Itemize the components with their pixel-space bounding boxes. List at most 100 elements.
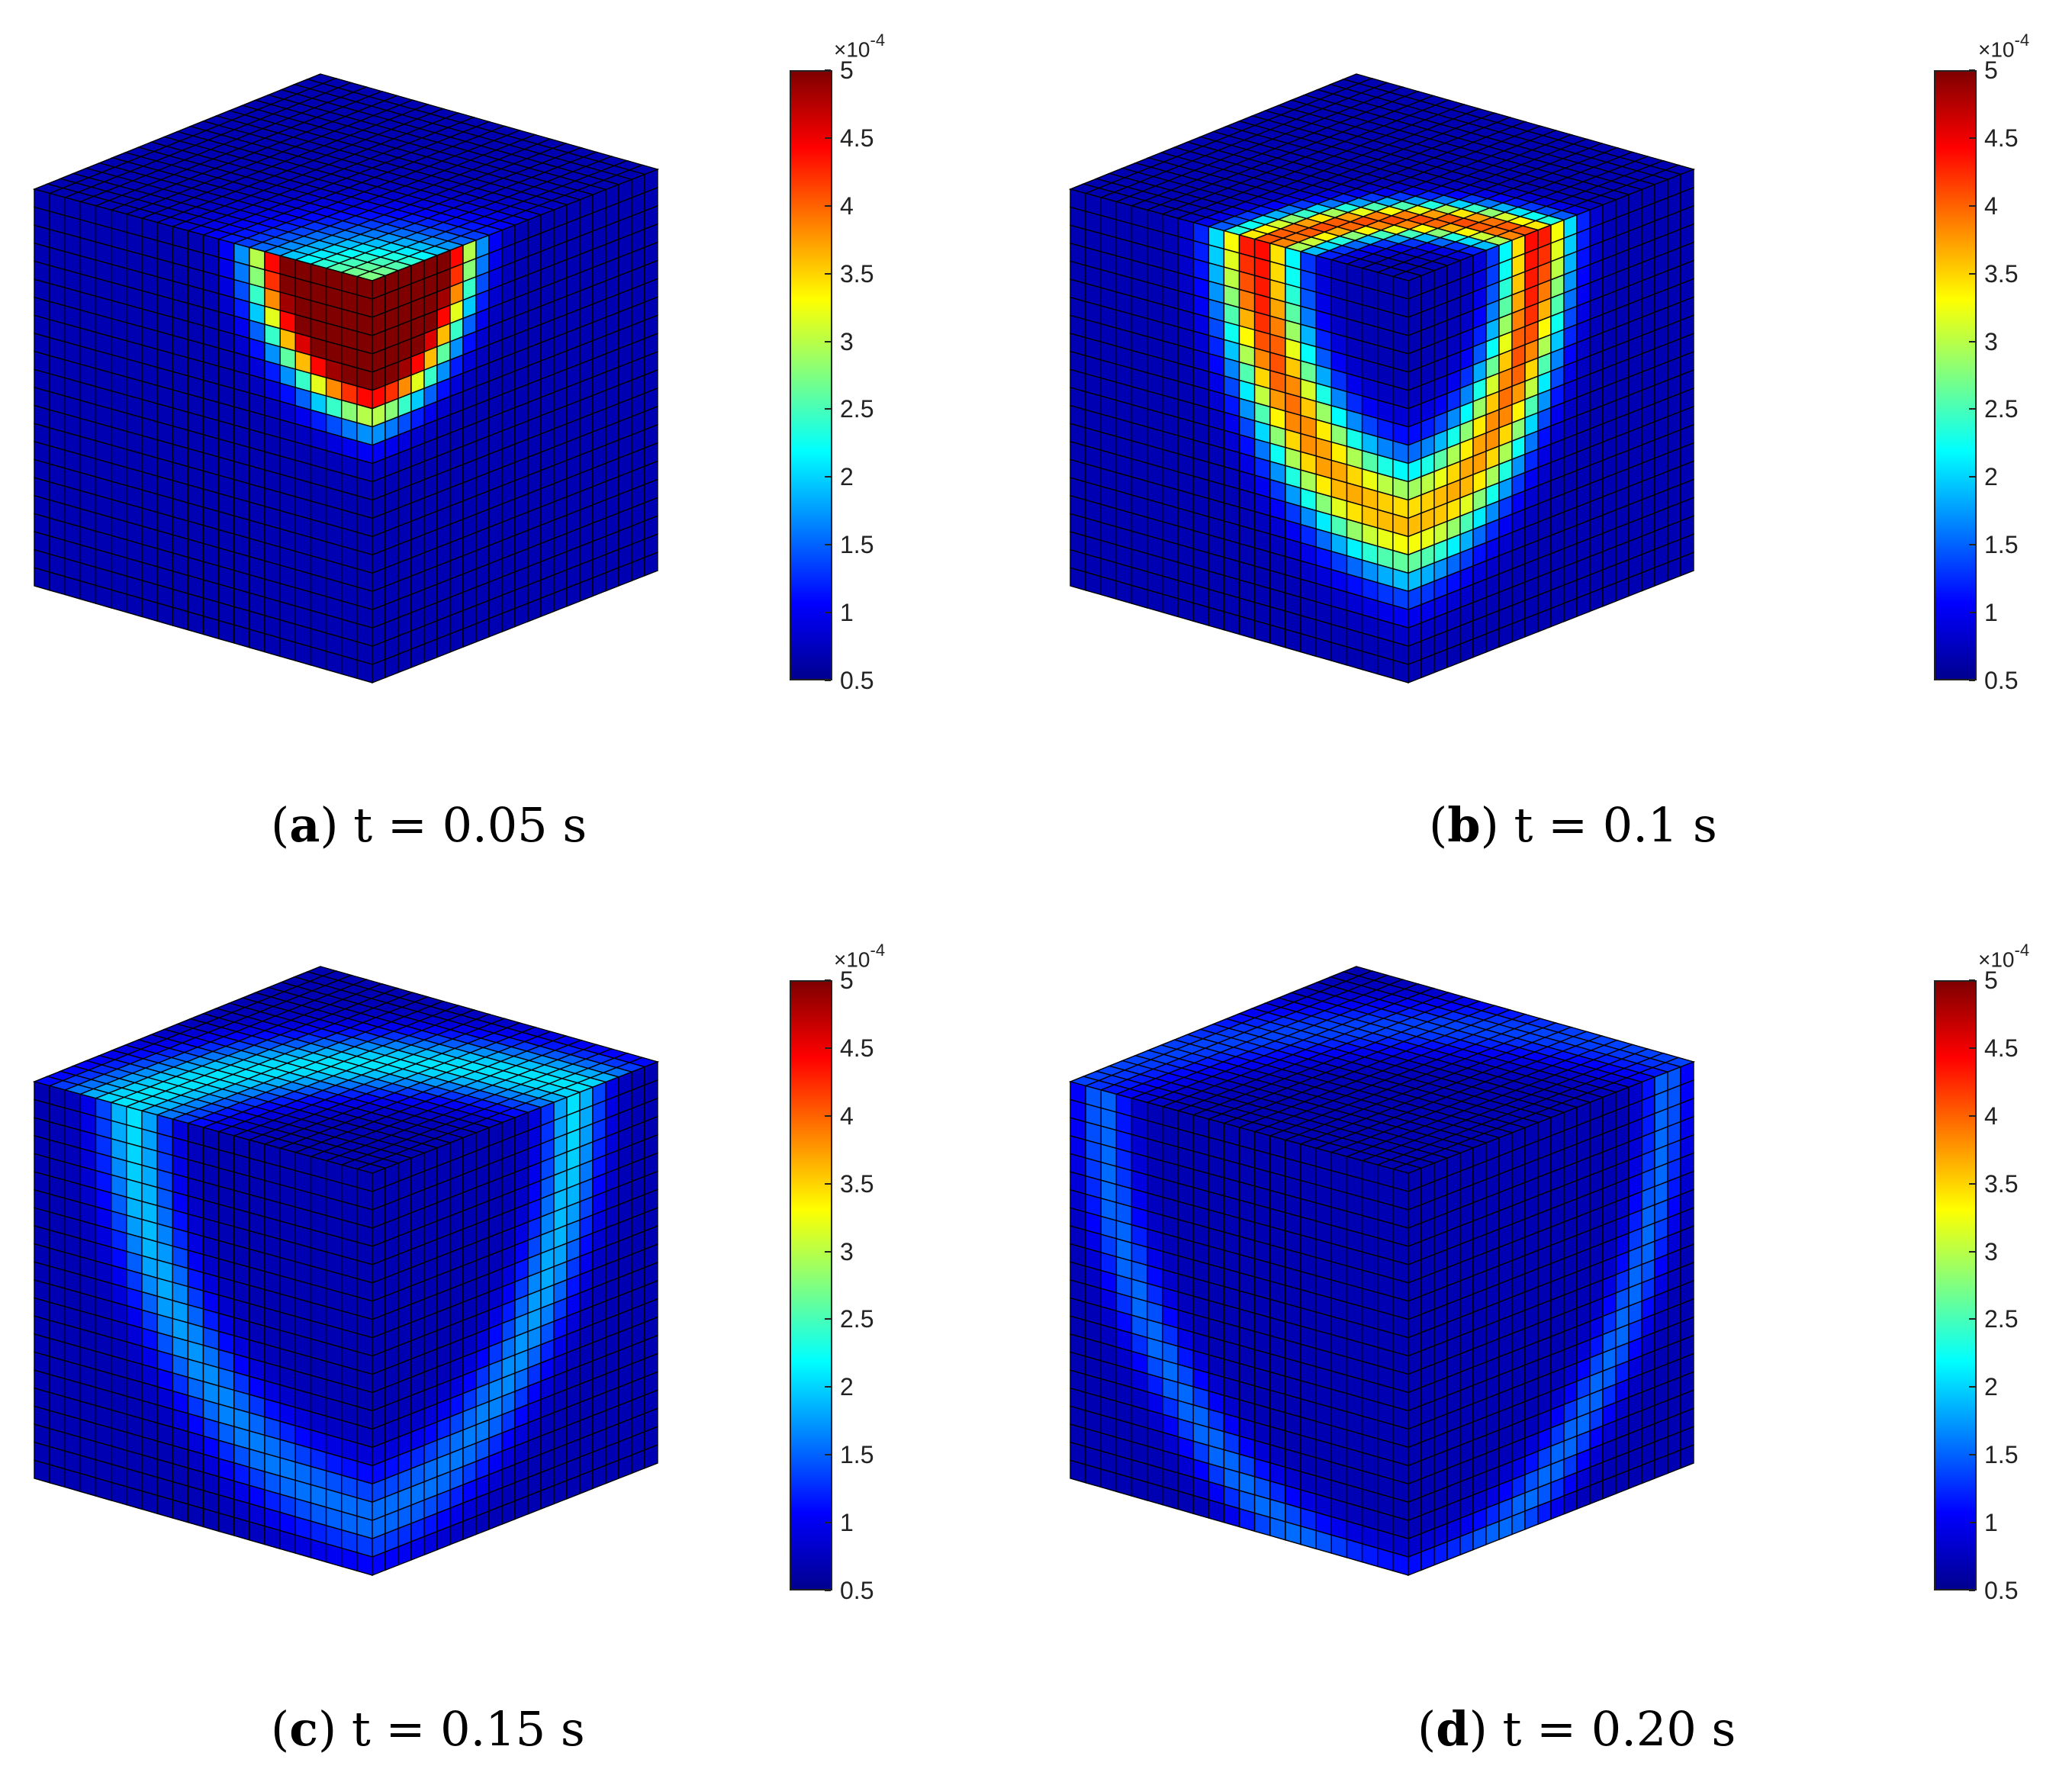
colorbar-tick-mark <box>825 1590 831 1591</box>
mesh-cell <box>202 1507 220 1533</box>
cube-plot-b <box>1068 73 1696 684</box>
colorbar-tick-label: 4 <box>840 191 854 220</box>
mesh-cell <box>126 593 143 618</box>
mesh-cell <box>95 1477 112 1501</box>
colorbar-tick-label: 1.5 <box>1984 531 2019 559</box>
colorbar-tick-mark <box>825 1114 831 1117</box>
colorbar-tick-label: 4.5 <box>840 1034 874 1062</box>
colorbar-tick-mark <box>1969 69 1975 71</box>
mesh-cell <box>644 552 658 577</box>
panel-b: ×10-4 5 4.5 4 3.5 3 2.5 2 1.5 1 0.5 (b) t = 0.1 s <box>1036 0 2072 892</box>
mesh-cell <box>1070 1459 1086 1484</box>
mesh-cell <box>1146 589 1163 613</box>
colorbar-tick-mark <box>825 979 831 981</box>
colorbar-tick-label: 1.5 <box>840 531 874 559</box>
cube-plot-d <box>1068 966 1696 1577</box>
colorbar-tick-mark <box>825 137 831 139</box>
colorbar-gradient <box>790 980 832 1590</box>
mesh-cell <box>279 637 296 662</box>
mesh-cell <box>356 659 373 683</box>
mesh-cell <box>1100 575 1118 600</box>
colorbar-tick-label: 1 <box>1984 599 1998 627</box>
colorbar-tick-label: 1 <box>840 1509 854 1537</box>
mesh-cell <box>264 632 281 658</box>
colorbar-tick-label: 4.5 <box>840 124 874 152</box>
mesh-cell <box>1680 552 1694 577</box>
panel-c: ×10-4 5 4.5 4 3.5 3 2.5 2 1.5 1 0.5 (c) t = 0.15 … <box>0 892 1036 1785</box>
caption-b: (b) t = 0.1 s <box>1429 797 1717 853</box>
cube-plot-a <box>32 73 660 684</box>
colorbar-tick-label: 3 <box>840 1237 854 1266</box>
colorbar-tick-label: 0.5 <box>840 1577 874 1604</box>
colorbar-tick-label: 1 <box>840 599 854 627</box>
mesh-cell <box>294 1534 312 1558</box>
mesh-cell <box>156 602 173 626</box>
mesh-cell <box>310 646 327 671</box>
colorbar-tick-label: 2 <box>840 463 854 491</box>
mesh-cell <box>172 1499 189 1523</box>
mesh-cell <box>217 619 235 644</box>
mesh-cell <box>110 589 127 613</box>
mesh-cell <box>1192 602 1209 626</box>
mesh-cell <box>325 650 343 675</box>
mesh-cell <box>1253 619 1271 644</box>
mesh-cell <box>279 1529 296 1555</box>
colorbar-tick-label: 1.5 <box>840 1441 874 1469</box>
mesh-cell <box>187 1503 204 1528</box>
colorbar-tick-label: 4.5 <box>1984 124 2019 152</box>
mesh-cell <box>233 1516 250 1541</box>
mesh-cell <box>187 610 204 635</box>
mesh-cell <box>1070 567 1086 591</box>
colorbar-tick-mark <box>1969 680 1975 681</box>
mesh-cell <box>356 1552 373 1576</box>
cube-face-right <box>1408 168 1694 684</box>
colorbar-tick-label: 3.5 <box>840 259 874 288</box>
mesh-cell <box>49 1464 66 1488</box>
colorbar-tick-mark <box>825 1047 831 1049</box>
mesh-cell <box>1085 1464 1102 1488</box>
colorbar-tick-mark <box>1969 204 1975 207</box>
mesh-cell <box>325 1542 343 1568</box>
mesh-cell <box>1162 593 1179 618</box>
mesh-cell <box>1315 637 1332 662</box>
mesh-cell <box>141 1490 158 1515</box>
colorbar-tick-mark <box>825 612 831 614</box>
colorbar-tick-label: 5 <box>1984 56 1998 84</box>
colorbar-tick-label: 2 <box>840 1373 854 1401</box>
colorbar-tick-mark <box>825 544 831 546</box>
colorbar-tick-mark <box>825 1250 831 1253</box>
mesh-cell <box>249 1521 265 1545</box>
colorbar-tick-label: 2.5 <box>840 1305 874 1333</box>
colorbar-tick-label: 5 <box>840 966 854 994</box>
colorbar-gradient <box>790 70 832 680</box>
colorbar-tick-label: 0.5 <box>1984 667 2019 694</box>
mesh-cell <box>1177 597 1194 622</box>
colorbar-tick-label: 5 <box>840 56 854 84</box>
cube-face-top <box>32 73 660 281</box>
mesh-cell <box>126 1485 143 1510</box>
mesh-cell <box>64 1468 82 1493</box>
panel-a: ×10-4 5 4.5 4 3.5 3 2.5 2 1.5 1 0.5 (a) t = 0.05 … <box>0 0 1036 892</box>
mesh-cell <box>95 584 112 609</box>
colorbar-tick-mark <box>1969 137 1975 139</box>
colorbar-tick-mark <box>1969 340 1975 343</box>
mesh-cell <box>79 580 97 605</box>
mesh-cell <box>79 1472 97 1497</box>
mesh-cell <box>49 571 66 596</box>
cube-face-top <box>32 966 660 1174</box>
colorbar-tick-mark <box>825 1386 831 1388</box>
mesh-cell <box>341 1547 358 1572</box>
mesh-cell <box>1285 629 1301 653</box>
colorbar-tick-mark <box>1969 408 1975 410</box>
mesh-cell <box>341 654 358 680</box>
mesh-cell <box>34 1459 50 1484</box>
colorbar-tick-label: 4 <box>1984 191 1998 220</box>
colorbar-multiplier: ×10-4 <box>1978 31 2030 62</box>
colorbar-tick-mark <box>825 1454 831 1456</box>
mesh-cell <box>217 1512 235 1536</box>
caption-a: (a) t = 0.05 s <box>271 797 587 853</box>
colorbar-tick-mark <box>825 204 831 207</box>
cube-face-left <box>34 1081 373 1576</box>
cube-plot-c <box>32 966 660 1577</box>
colorbar-tick-mark <box>1969 544 1975 546</box>
